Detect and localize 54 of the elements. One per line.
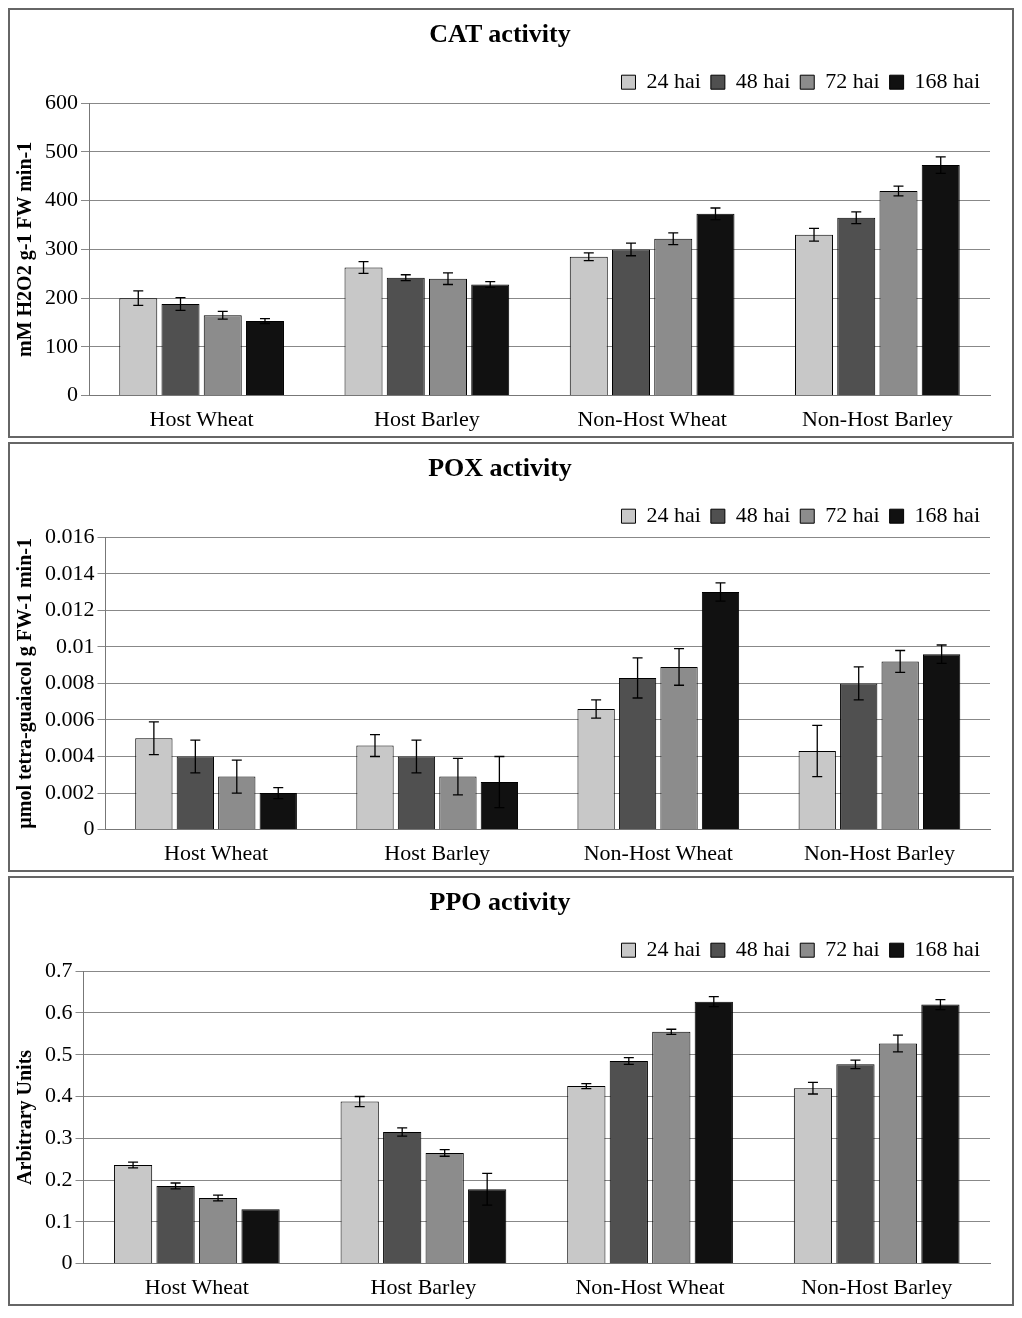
y-tick-label: 0.6 xyxy=(45,998,73,1024)
y-tick-label: 100 xyxy=(45,332,78,358)
chart-title: POX activity xyxy=(428,453,572,483)
y-tick-label: 0 xyxy=(83,815,95,841)
x-tick-label: Host Wheat xyxy=(149,405,254,431)
y-tick-label: 0.4 xyxy=(45,1082,73,1108)
legend-label: 168 hai xyxy=(914,67,981,93)
y-tick-label: 0.01 xyxy=(56,632,95,658)
x-tick-label: Non-Host Wheat xyxy=(575,1273,725,1299)
y-tick-label: 0.004 xyxy=(45,742,95,768)
x-tick-label: Non-Host Barley xyxy=(803,839,955,865)
legend-label: 72 hai xyxy=(825,935,880,961)
legend-label: 48 hai xyxy=(735,935,791,961)
y-tick-label: 600 xyxy=(45,88,78,114)
x-tick-label: Host Wheat xyxy=(144,1273,249,1299)
y-tick-label: 0.2 xyxy=(45,1165,73,1191)
x-tick-label: Host Barley xyxy=(370,1273,477,1299)
x-tick-label: Host Wheat xyxy=(164,839,269,865)
legend-label: 72 hai xyxy=(825,67,880,93)
y-tick-label: 300 xyxy=(45,235,78,261)
chart-title: PPO activity xyxy=(429,887,571,917)
y-tick-label: 0.014 xyxy=(45,559,95,585)
y-tick-label: 400 xyxy=(45,186,78,212)
y-tick-label: 0.008 xyxy=(45,669,95,695)
y-axis-title: µmol tetra-guaiacol g FW-1 min-1 xyxy=(13,538,37,829)
legend-label: 72 hai xyxy=(825,501,880,527)
y-tick-label: 0.3 xyxy=(45,1124,73,1150)
x-tick-label: Non-Host Barley xyxy=(801,405,953,431)
chart-title: CAT activity xyxy=(429,19,571,49)
y-tick-label: 0 xyxy=(61,1249,73,1275)
x-tick-label: Non-Host Wheat xyxy=(583,839,733,865)
y-tick-label: 0.016 xyxy=(45,522,95,548)
legend-label: 24 hai xyxy=(646,67,701,93)
y-tick-label: 0.5 xyxy=(45,1040,73,1066)
legend-label: 168 hai xyxy=(914,501,981,527)
x-tick-label: Non-Host Wheat xyxy=(577,405,727,431)
y-tick-label: 0 xyxy=(67,381,78,407)
x-tick-label: Non-Host Barley xyxy=(801,1273,953,1299)
legend-label: 24 hai xyxy=(646,501,701,527)
legend-label: 48 hai xyxy=(735,501,791,527)
x-tick-label: Host Barley xyxy=(374,405,480,431)
legend-label: 48 hai xyxy=(735,67,791,93)
y-tick-label: 0.1 xyxy=(45,1207,73,1233)
y-tick-label: 500 xyxy=(45,137,78,163)
y-axis-title: mM H2O2 g-1 FW min-1 xyxy=(13,141,37,357)
y-tick-label: 0.012 xyxy=(45,596,95,622)
legend-label: 168 hai xyxy=(914,935,981,961)
y-tick-label: 0.002 xyxy=(45,778,95,804)
legend-label: 24 hai xyxy=(646,935,701,961)
y-tick-label: 0.7 xyxy=(45,956,73,982)
y-tick-label: 0.006 xyxy=(45,705,95,731)
x-tick-label: Host Barley xyxy=(384,839,491,865)
y-axis-title: Arbitrary Units xyxy=(13,1049,37,1185)
y-tick-label: 200 xyxy=(45,283,78,309)
